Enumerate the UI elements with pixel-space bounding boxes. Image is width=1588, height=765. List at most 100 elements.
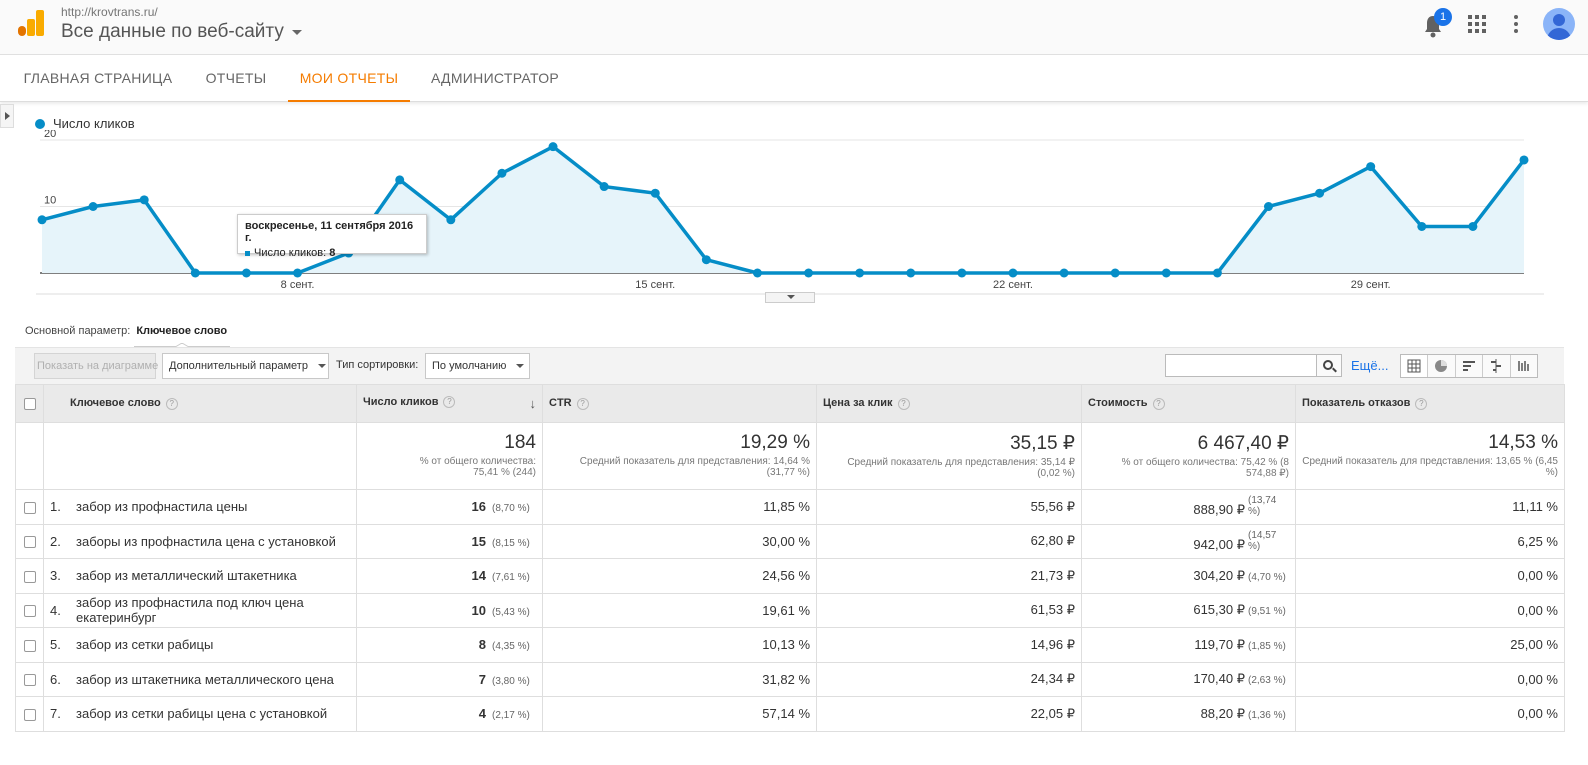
data-point[interactable] <box>1468 221 1478 231</box>
row-checkbox[interactable] <box>23 605 36 618</box>
sort-type-select[interactable]: По умолчанию <box>425 353 530 379</box>
keyword-link[interactable]: забор из сетки рабицы цена с установкой <box>76 706 328 722</box>
tab-admin[interactable]: АДМИНИСТРАТОР <box>430 70 560 86</box>
data-point[interactable] <box>1161 268 1171 278</box>
row-checkbox[interactable] <box>23 708 36 721</box>
data-point[interactable] <box>957 268 967 278</box>
select-all-checkbox[interactable] <box>23 397 36 410</box>
help-icon[interactable]: ? <box>443 396 456 409</box>
data-point[interactable] <box>1417 221 1427 231</box>
data-point[interactable] <box>1366 162 1376 172</box>
cpc-cell: 62,80 ₽ <box>816 523 1082 559</box>
data-point[interactable] <box>752 268 762 278</box>
data-point[interactable] <box>139 195 149 205</box>
property-selector[interactable]: Все данные по веб-сайту <box>61 21 302 43</box>
col-cost[interactable]: Стоимость? <box>1081 384 1296 423</box>
table-row[interactable]: 1. забор из профнастила цены 16 (8,70 %) 11,… <box>15 489 1565 525</box>
table-row[interactable]: 2. заборы из профнастила цена с установко… <box>15 523 1565 559</box>
col-cpc[interactable]: Цена за клик? <box>816 384 1082 423</box>
comparison-view-icon[interactable] <box>1483 355 1511 377</box>
apps-grid-icon[interactable] <box>1468 15 1486 33</box>
totals-ctr-note: Средний показатель для представления: 14… <box>579 456 810 478</box>
help-icon[interactable]: ? <box>897 397 910 410</box>
data-point[interactable] <box>241 268 251 278</box>
data-point[interactable] <box>1315 188 1325 198</box>
keyword-link[interactable]: забор из профнастила цены <box>76 499 248 515</box>
plot-rows-button[interactable]: Показать на диаграмме <box>34 353 158 379</box>
data-point[interactable] <box>446 215 456 225</box>
data-point[interactable] <box>804 268 814 278</box>
data-point[interactable] <box>1008 268 1018 278</box>
col-keyword[interactable]: Ключевое слово? <box>43 384 357 423</box>
row-checkbox[interactable] <box>23 536 36 549</box>
data-point[interactable] <box>855 268 865 278</box>
data-point[interactable] <box>548 142 558 152</box>
keyword-cell: 4. забор из профнастила под ключ цена ека… <box>43 592 357 628</box>
data-point[interactable] <box>1212 268 1222 278</box>
data-point[interactable] <box>1110 268 1120 278</box>
data-point[interactable] <box>190 268 200 278</box>
help-icon[interactable]: ? <box>165 397 178 410</box>
keyword-link[interactable]: забор из штакетника металлического цена <box>76 671 334 687</box>
search-button[interactable] <box>1316 354 1342 377</box>
data-point[interactable] <box>1519 155 1529 165</box>
table-view-icon[interactable] <box>1401 355 1429 377</box>
data-point[interactable] <box>1059 268 1069 278</box>
table-row[interactable]: 7. забор из сетки рабицы цена с установко… <box>15 696 1565 732</box>
data-point[interactable] <box>497 168 507 178</box>
data-point[interactable] <box>599 182 609 192</box>
cpc-value: 61,53 ₽ <box>1030 602 1075 618</box>
keyword-link[interactable]: забор из сетки рабицы <box>76 637 214 653</box>
secondary-dimension-select[interactable]: Дополнительный параметр <box>162 353 329 379</box>
data-point[interactable] <box>1263 202 1273 211</box>
ctr-cell: 31,82 % <box>542 661 817 697</box>
keyword-link[interactable]: забор из металлический штакетника <box>76 568 297 584</box>
pie-view-icon[interactable] <box>1428 355 1456 377</box>
row-checkbox[interactable] <box>23 674 36 687</box>
totals-cell <box>15 422 44 490</box>
avatar[interactable] <box>1543 8 1575 40</box>
keyword-link[interactable]: забор из профнастила под ключ цена екате… <box>76 595 304 626</box>
col-bounce[interactable]: Показатель отказов? <box>1295 384 1565 423</box>
tab-home[interactable]: ГЛАВНАЯ СТРАНИЦА <box>23 70 173 86</box>
help-icon[interactable]: ? <box>576 397 589 410</box>
row-index: 3. <box>50 568 61 584</box>
table-row[interactable]: 4. забор из профнастила под ключ цена ека… <box>15 592 1565 628</box>
row-checkbox[interactable] <box>23 639 36 652</box>
data-point[interactable] <box>395 175 405 185</box>
bounce-value: 0,00 % <box>1517 706 1558 722</box>
data-point[interactable] <box>88 202 98 211</box>
data-point[interactable] <box>650 188 660 198</box>
more-link[interactable]: Ещё... <box>1351 358 1389 373</box>
table-row[interactable]: 5. забор из сетки рабицы 8 (4,35 %) 10,13 % 1… <box>15 627 1565 663</box>
chart-expand-handle[interactable] <box>765 292 815 303</box>
table-row[interactable]: 6. забор из штакетника металлического цен… <box>15 661 1565 697</box>
cost-cell: 888,90 ₽(13,74 %) <box>1081 489 1296 525</box>
row-checkbox[interactable] <box>23 501 36 514</box>
row-checkbox[interactable] <box>23 570 36 583</box>
row-select-cell <box>15 696 44 732</box>
analytics-logo-icon[interactable] <box>18 10 46 38</box>
data-point[interactable] <box>906 268 916 278</box>
totals-cost-value: 6 467,40 ₽ <box>1197 433 1289 454</box>
col-ctr[interactable]: CTR? <box>542 384 817 423</box>
tab-my-reports[interactable]: МОИ ОТЧЕТЫ <box>288 55 410 102</box>
clicks-percent: (3,80 %) <box>492 675 530 687</box>
table-search-input[interactable] <box>1165 354 1317 377</box>
help-icon[interactable]: ? <box>1152 397 1165 410</box>
primary-dimension-value[interactable]: Ключевое слово <box>136 325 228 337</box>
keyword-link[interactable]: заборы из профнастила цена с установкой <box>76 533 336 549</box>
table-row[interactable]: 3. забор из металлический штакетника 14 (7,… <box>15 558 1565 594</box>
help-icon[interactable]: ? <box>1415 397 1428 410</box>
secondary-dimension-label: Дополнительный параметр <box>169 360 308 372</box>
data-point[interactable] <box>37 215 47 225</box>
sidebar-toggle[interactable] <box>0 104 14 128</box>
pivot-view-icon[interactable] <box>1511 355 1537 377</box>
col-clicks[interactable]: Число кликов? ↓ <box>356 384 543 423</box>
tab-reports[interactable]: ОТЧЕТЫ <box>205 70 267 86</box>
performance-view-icon[interactable] <box>1456 355 1484 377</box>
clicks-value: 10 <box>471 602 486 618</box>
data-point[interactable] <box>293 268 303 278</box>
data-point[interactable] <box>701 255 711 265</box>
more-vert-icon[interactable] <box>1514 15 1518 33</box>
